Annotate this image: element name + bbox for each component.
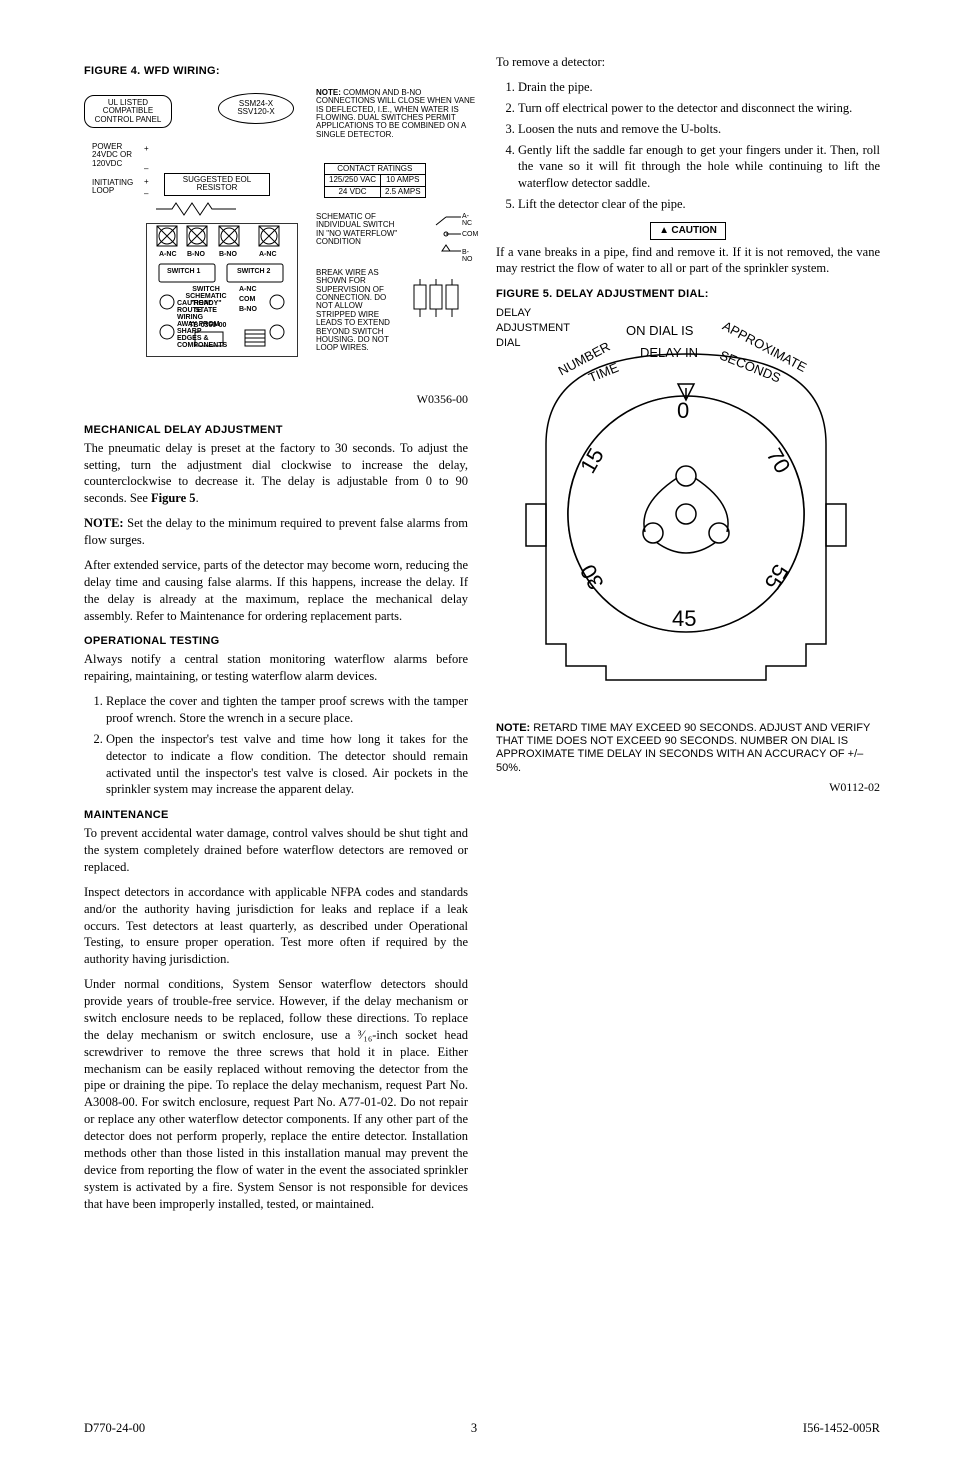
footer-right: I56-1452-005R	[803, 1420, 880, 1437]
com-label: COM	[462, 231, 478, 238]
cr-1-0: 24 VDC	[325, 186, 381, 197]
ssm-label: SSM24-X SSV120-X	[227, 100, 285, 117]
maint-p1: To prevent accidental water damage, cont…	[84, 825, 468, 876]
bno-label: B-NO	[462, 249, 473, 263]
remove-4: Gently lift the saddle far enough to get…	[518, 142, 880, 193]
plus-2: +	[144, 178, 149, 186]
tb-label: TB-0360-00	[189, 322, 226, 329]
mech-p2: After extended service, parts of the det…	[84, 557, 468, 625]
mech-head: MECHANICAL DELAY ADJUSTMENT	[84, 423, 468, 438]
bno-3: B-NO	[219, 251, 237, 258]
terminal-icon	[406, 279, 476, 319]
remove-5: Lift the detector clear of the pipe.	[518, 196, 880, 213]
remove-1: Drain the pipe.	[518, 79, 880, 96]
dial-svg	[506, 314, 866, 714]
maint-p3b: -inch socket head screwdriver to remove …	[84, 1028, 468, 1211]
maint-p3: Under normal conditions, System Sensor w…	[84, 976, 468, 1212]
fig5-code: W0112-02	[496, 779, 880, 795]
anc-3: A-NC	[259, 251, 277, 258]
maint-frac: ³⁄₁₆	[358, 1028, 373, 1042]
remove-list: Drain the pipe. Turn off electrical powe…	[496, 79, 880, 213]
anc-label: A-NC	[462, 213, 472, 227]
resistor-icon	[156, 201, 236, 217]
figure-5-title: FIGURE 5. DELAY ADJUSTMENT DIAL:	[496, 287, 880, 302]
op-p1: Always notify a central station monitori…	[84, 651, 468, 685]
right-column: To remove a detector: Drain the pipe. Tu…	[496, 54, 880, 1220]
cr-0-0: 125/250 VAC	[325, 175, 381, 186]
maint-p2: Inspect detectors in accordance with app…	[84, 884, 468, 968]
plus-1: +	[144, 145, 149, 153]
anc-2: A-NC	[159, 251, 177, 258]
caution-box: ▲!CAUTION	[650, 222, 726, 240]
contact-ratings: CONTACT RATINGS 125/250 VAC10 AMPS 24 VD…	[324, 163, 426, 198]
ssm-oval: SSM24-X SSV120-X	[218, 93, 294, 124]
left-column: FIGURE 4. WFD WIRING: UL LISTED COMPATIB…	[84, 54, 468, 1220]
bno-4: B-NO	[239, 306, 257, 313]
switch-1: SWITCH 1	[167, 268, 200, 275]
eol-label: SUGGESTED EOL RESISTOR	[167, 176, 267, 193]
remove-2: Turn off electrical power to the detecto…	[518, 100, 880, 117]
control-panel-oval: UL LISTED COMPATIBLE CONTROL PANEL	[84, 95, 172, 128]
figure-5-diagram: DELAY ADJUSTMENT DIAL NUMBER ON DIAL IS …	[496, 304, 880, 714]
footer-left: D770-24-00	[84, 1420, 145, 1437]
housing-box: A-NC B-NO B-NO A-NC SWITCH 1 SWITCH 2 SW…	[146, 223, 298, 357]
control-panel-label: UL LISTED COMPATIBLE CONTROL PANEL	[93, 99, 163, 124]
dial-45: 45	[672, 604, 696, 634]
minus-1: –	[144, 165, 148, 173]
com-2: COM	[239, 296, 255, 303]
maint-head: MAINTENANCE	[84, 808, 468, 823]
remove-3: Loosen the nuts and remove the U-bolts.	[518, 121, 880, 138]
bno-2: B-NO	[187, 251, 205, 258]
fig4-note: NOTE: COMMON AND B-NO CONNECTIONS WILL C…	[316, 89, 476, 139]
anc-4: A-NC	[239, 286, 257, 293]
break-wire-label: BREAK WIRE AS SHOWN FOR SUPERVISION OF C…	[316, 269, 400, 353]
minus-2: –	[144, 190, 148, 198]
page-footer: D770-24-00 3 I56-1452-005R	[84, 1420, 880, 1437]
contact-head: CONTACT RATINGS	[325, 163, 426, 174]
schematic-label: SCHEMATIC OF INDIVIDUAL SWITCH IN "NO WA…	[316, 213, 400, 247]
caution-label: CAUTION	[671, 225, 717, 236]
op-item-2: Open the inspector's test valve and time…	[106, 731, 468, 799]
footer-center: 3	[471, 1420, 477, 1437]
initiating-label: INITIATING LOOP	[92, 179, 133, 196]
fig4-code: W0356-00	[417, 393, 468, 406]
remove-intro: To remove a detector:	[496, 54, 880, 71]
cr-1-1: 2.5 AMPS	[381, 186, 426, 197]
eol-box: SUGGESTED EOL RESISTOR	[164, 173, 270, 196]
figure-4-diagram: UL LISTED COMPATIBLE CONTROL PANEL POWER…	[84, 81, 468, 413]
caution-text: If a vane breaks in a pipe, find and rem…	[496, 244, 880, 278]
switch-2: SWITCH 2	[237, 268, 270, 275]
op-item-1: Replace the cover and tighten the tamper…	[106, 693, 468, 727]
fig5-note: NOTE: RETARD TIME MAY EXCEED 90 SECONDS.…	[496, 722, 880, 775]
op-head: OPERATIONAL TESTING	[84, 634, 468, 649]
mech-note: NOTE: Set the delay to the minimum requi…	[84, 515, 468, 549]
mech-p1: The pneumatic delay is preset at the fac…	[84, 440, 468, 508]
caution-wrap: ▲!CAUTION	[496, 221, 880, 240]
dial-0: 0	[677, 396, 689, 426]
power-label: POWER 24VDC OR 120VDC	[92, 143, 132, 168]
op-list: Replace the cover and tighten the tamper…	[84, 693, 468, 798]
figure-4-title: FIGURE 4. WFD WIRING:	[84, 64, 468, 79]
cr-0-1: 10 AMPS	[381, 175, 426, 186]
